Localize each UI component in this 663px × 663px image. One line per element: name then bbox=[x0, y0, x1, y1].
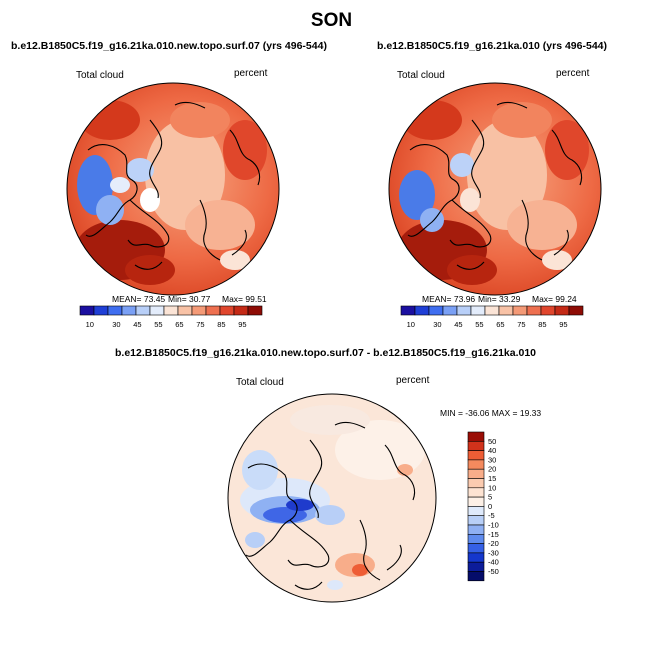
diff-colorbar-box bbox=[467, 515, 485, 526]
panel-1-variable-label: Total cloud bbox=[76, 70, 124, 81]
diff-colorbar-label: -30 bbox=[488, 548, 499, 557]
panel-2-colorbar: 10 30 45 55 65 75 85 95 bbox=[400, 305, 584, 329]
diff-colorbar-label: 5 bbox=[488, 493, 492, 502]
diff-colorbar-box bbox=[467, 487, 485, 498]
diff-colorbar-label: -40 bbox=[488, 558, 499, 567]
season-title: SON bbox=[310, 10, 353, 31]
panel-1-colorbar-label: 55 bbox=[154, 320, 162, 329]
panel-2-colorbar-label: 10 bbox=[407, 320, 415, 329]
diff-panel-minmax: MIN = -36.06 MAX = 19.33 bbox=[440, 408, 542, 418]
panel-2-title: b.e12.B1850C5.f19_g16.21ka.010 (yrs 496-… bbox=[377, 40, 607, 52]
panel-2-colorbar-label: 55 bbox=[475, 320, 483, 329]
diff-colorbar-box bbox=[467, 468, 485, 479]
diff-colorbar-label: 20 bbox=[488, 465, 496, 474]
panel-1-colorbar-label: 10 bbox=[86, 320, 94, 329]
panel-1-colorbar-label: 45 bbox=[133, 320, 141, 329]
panel-2-colorbar-label: 95 bbox=[559, 320, 567, 329]
diff-colorbar-box bbox=[467, 571, 485, 582]
panel-1-colorbar-label: 30 bbox=[112, 320, 120, 329]
panel-2-colorbar-label: 30 bbox=[433, 320, 441, 329]
diff-colorbar-label: -15 bbox=[488, 530, 499, 539]
diff-panel-variable-label: Total cloud bbox=[236, 377, 284, 388]
diff-colorbar-box bbox=[467, 524, 485, 535]
panel-1-max: Max= 99.51 bbox=[222, 294, 267, 304]
panel-1-colorbar: 10 30 45 55 65 75 85 95 bbox=[79, 305, 263, 329]
diff-colorbar-box bbox=[467, 552, 485, 563]
panel-2-min: Min= 33.29 bbox=[478, 294, 521, 304]
panel-2-colorbar-label: 65 bbox=[496, 320, 504, 329]
panel-1-colorbar-label: 75 bbox=[196, 320, 204, 329]
panel-1-colorbar-box bbox=[247, 305, 263, 316]
diff-colorbar-box bbox=[467, 441, 485, 451]
diff-colorbar-box bbox=[467, 450, 485, 461]
panel-1-colorbar-label: 85 bbox=[217, 320, 225, 329]
panel-1-title: b.e12.B1850C5.f19_g16.21ka.010.new.topo.… bbox=[11, 40, 327, 52]
panel-2-colorbar-box bbox=[568, 305, 584, 316]
diff-colorbar-label: -20 bbox=[488, 539, 499, 548]
diff-panel-title: b.e12.B1850C5.f19_g16.21ka.010.new.topo.… bbox=[115, 347, 537, 359]
diff-colorbar-box bbox=[467, 561, 485, 572]
panel-1-mean: MEAN= 73.45 bbox=[112, 294, 166, 304]
panel-2-colorbar-label: 45 bbox=[454, 320, 462, 329]
diff-colorbar-box bbox=[467, 478, 485, 489]
panel-2-colorbar-label: 75 bbox=[517, 320, 525, 329]
diff-colorbar-label: 40 bbox=[488, 446, 496, 455]
diff-colorbar-label: 50 bbox=[488, 437, 496, 446]
panel-2-colorbar-label: 85 bbox=[538, 320, 546, 329]
diff-colorbar-box bbox=[467, 459, 485, 470]
panel-1-units-label: percent bbox=[234, 68, 268, 79]
panel-1-min: Min= 30.77 bbox=[168, 294, 211, 304]
diff-colorbar-label: 30 bbox=[488, 455, 496, 464]
diff-colorbar-box bbox=[467, 543, 485, 554]
panel-2-max: Max= 99.24 bbox=[532, 294, 577, 304]
diff-colorbar-label: 10 bbox=[488, 483, 496, 492]
diff-colorbar-label: -5 bbox=[488, 511, 495, 520]
diff-colorbar-label: -50 bbox=[488, 567, 499, 576]
diff-colorbar-label: -10 bbox=[488, 521, 499, 530]
panel-1-colorbar-label: 65 bbox=[175, 320, 183, 329]
panel-2-variable-label: Total cloud bbox=[397, 70, 445, 81]
diff-colorbar-box bbox=[467, 534, 485, 544]
diff-panel-units-label: percent bbox=[396, 375, 430, 386]
panel-2-mean: MEAN= 73.96 bbox=[422, 294, 476, 304]
diff-colorbar-label: 0 bbox=[488, 502, 492, 511]
diff-colorbar-label: 15 bbox=[488, 474, 496, 483]
diff-colorbar-box bbox=[467, 506, 485, 517]
diff-colorbar-box bbox=[467, 496, 485, 507]
panel-2-units-label: percent bbox=[556, 68, 590, 79]
panel-1-colorbar-label: 95 bbox=[238, 320, 246, 329]
diff-colorbar-box bbox=[467, 431, 485, 442]
